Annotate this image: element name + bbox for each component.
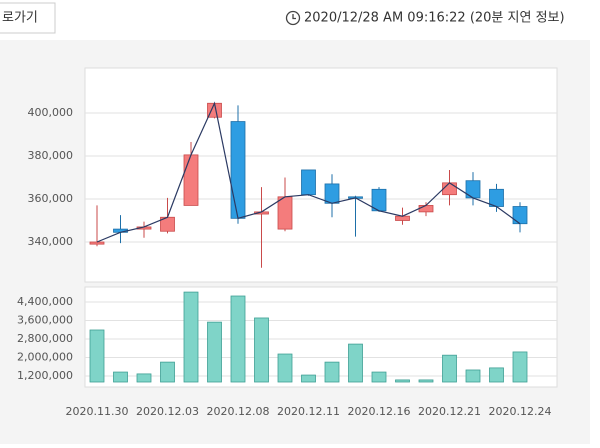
back-button[interactable] bbox=[0, 2, 56, 34]
y-tick-label: 340,000 bbox=[28, 235, 74, 248]
volume-bar bbox=[371, 371, 387, 383]
volume-bar bbox=[207, 321, 222, 383]
x-tick-label: 2020.12.21 bbox=[418, 405, 481, 418]
candle-body bbox=[512, 206, 528, 225]
volume-bar bbox=[442, 354, 457, 383]
volume-bar bbox=[395, 379, 410, 383]
clock-icon bbox=[285, 10, 301, 26]
volume-bar bbox=[418, 379, 434, 383]
volume-bar bbox=[277, 353, 293, 383]
candle-body bbox=[489, 188, 504, 207]
candle-body bbox=[395, 215, 410, 221]
volume-bar bbox=[254, 317, 269, 383]
x-tick-label: 2020.12.11 bbox=[277, 405, 340, 418]
candle-body bbox=[418, 205, 434, 213]
candle-body bbox=[89, 241, 105, 245]
candle-body bbox=[324, 183, 340, 204]
volume-bar bbox=[465, 369, 481, 383]
x-tick-label: 2020.12.08 bbox=[207, 405, 270, 418]
candle-body bbox=[183, 154, 199, 206]
candle-body bbox=[442, 182, 457, 196]
candle-body bbox=[230, 121, 246, 219]
volume-bar bbox=[183, 291, 199, 383]
volume-bar bbox=[512, 351, 528, 383]
y-tick-label: 2,000,000 bbox=[17, 350, 73, 363]
x-tick-label: 2020.12.03 bbox=[136, 405, 199, 418]
volume-bar bbox=[348, 343, 363, 383]
y-tick-label: 1,200,000 bbox=[17, 369, 73, 382]
volume-bar bbox=[160, 361, 175, 383]
y-tick-label: 380,000 bbox=[28, 149, 74, 162]
timestamp: 2020/12/28 AM 09:16:22 (20분 지연 정보) bbox=[304, 11, 565, 26]
x-tick-label: 2020.12.24 bbox=[489, 405, 552, 418]
y-tick-label: 400,000 bbox=[28, 106, 74, 119]
y-tick-label: 2,800,000 bbox=[17, 332, 73, 345]
candle-body bbox=[277, 196, 293, 230]
volume-bar bbox=[324, 361, 340, 383]
volume-bar bbox=[301, 374, 316, 383]
volume-bar bbox=[136, 373, 152, 383]
close-line bbox=[96, 101, 521, 243]
volume-bar bbox=[489, 367, 504, 383]
price-plot bbox=[84, 67, 558, 283]
back-button-label[interactable]: 로가기 bbox=[2, 11, 38, 26]
candle-body bbox=[301, 169, 316, 196]
y-tick-label: 360,000 bbox=[28, 192, 74, 205]
x-tick-label: 2020.12.16 bbox=[348, 405, 411, 418]
volume-bar bbox=[113, 371, 128, 383]
x-tick-label: 2020.11.30 bbox=[66, 405, 129, 418]
volume-bar bbox=[89, 329, 105, 383]
y-tick-label: 3,600,000 bbox=[17, 314, 73, 327]
volume-bar bbox=[230, 295, 246, 383]
y-tick-label: 4,400,000 bbox=[17, 295, 73, 308]
